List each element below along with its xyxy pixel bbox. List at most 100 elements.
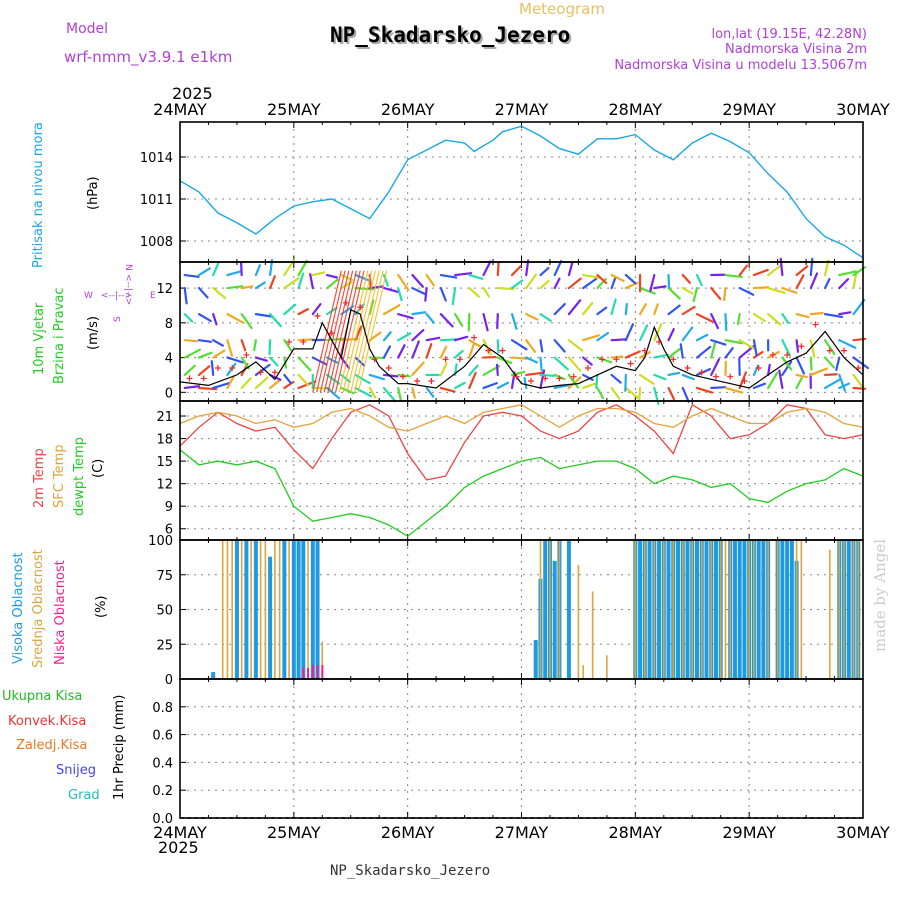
bottom-date-labels: 24MAY 25MAY 26MAY 27MAY 28MAY 29MAY 30MAY: [153, 823, 890, 842]
credit: made by Angel: [871, 539, 889, 652]
wind-streak: [319, 270, 350, 393]
gust-marker: [556, 375, 563, 382]
cloud-title1: Visoka Oblacnost: [11, 552, 26, 664]
wind-arrow: [823, 356, 835, 369]
wind-arrow: [468, 364, 479, 377]
wind-arrow: [582, 373, 594, 381]
wind-arrow: [582, 301, 594, 316]
wind-arrow: [724, 386, 744, 394]
wind-arrow: [495, 363, 499, 377]
wind-arrow: [311, 303, 322, 316]
wind-arrow: [781, 313, 790, 325]
wind-arrow: [382, 286, 399, 293]
wind-arrow: [539, 266, 550, 277]
wind-arrow: [482, 313, 489, 332]
wind-streak: [346, 270, 376, 393]
wind-arrow: [667, 371, 681, 377]
mid-cloud-bar: [838, 540, 841, 679]
wind-arrow: [638, 303, 647, 316]
wind-arrow: [695, 273, 703, 287]
mid-cloud-bar: [264, 540, 267, 679]
precip-legend-frz: Zaledj.Kisa: [16, 738, 87, 753]
high-cloud-bar: [244, 540, 249, 679]
mid-cloud-bar: [278, 540, 281, 679]
wind-arrow: [269, 356, 279, 367]
high-cloud-bar: [282, 540, 287, 679]
y-tick-label: 0.6: [152, 729, 173, 744]
top-date-label: 30MAY: [836, 100, 890, 119]
gust-marker: [570, 373, 577, 380]
gust-marker: [684, 364, 691, 371]
wind-arrow: [197, 286, 209, 299]
bottom-date-label: 29MAY: [722, 823, 776, 842]
wind-arrow: [539, 313, 552, 322]
wind-arrow: [212, 349, 226, 359]
wind-arrow: [468, 286, 480, 298]
wind-arrow: [795, 313, 810, 319]
wind-arrow: [197, 339, 213, 343]
mid-cloud-bar: [852, 540, 855, 679]
wind-arrow: [582, 273, 601, 279]
wind-arrow: [539, 279, 550, 290]
wind-arrow: [496, 286, 515, 291]
wind-arrow: [240, 339, 247, 352]
low-cloud-bar: [311, 665, 314, 679]
wind-arrow: [738, 339, 756, 350]
mid-cloud-bar: [577, 565, 580, 679]
wind-arrow: [525, 313, 539, 321]
wind-arrow: [468, 339, 482, 348]
gust-marker: [855, 364, 862, 371]
wind-arrow: [823, 259, 830, 277]
wind-arrow: [553, 260, 563, 277]
wind-arrow: [482, 260, 492, 277]
mid-cloud-bar: [644, 540, 646, 679]
wind-arrow: [453, 335, 469, 342]
temp-unit: (C): [91, 459, 106, 478]
gust-marker: [428, 378, 435, 385]
low-cloud-bar: [321, 665, 324, 679]
y-tick-label: 0.4: [152, 756, 173, 771]
wind-arrow: [695, 313, 714, 323]
wind-arrow: [610, 298, 617, 316]
wind-arrow: [539, 339, 544, 353]
mid-cloud-bar: [681, 540, 684, 679]
wind-arrow: [368, 331, 382, 342]
wind-arrow: [649, 273, 656, 292]
wind-arrow: [596, 306, 608, 316]
wind-arrow: [539, 373, 556, 377]
top-date-label: 27MAY: [495, 100, 549, 119]
wind-arrow: [638, 386, 642, 402]
wind-arrow: [823, 277, 831, 290]
mid-cloud-bar: [691, 540, 694, 679]
wind-arrow: [681, 305, 696, 316]
wind-arrow: [411, 328, 425, 342]
wind-arrow: [382, 331, 392, 342]
wind-arrow: [596, 386, 605, 400]
high-cloud-bar: [761, 540, 766, 679]
gust-marker: [257, 369, 264, 376]
mid-cloud-bar: [549, 540, 551, 679]
compass-n: N: [123, 264, 133, 271]
wind-arrow: [653, 323, 663, 342]
wind-arrow: [752, 286, 770, 290]
wind-arrow: [710, 340, 717, 359]
wind-arrow: [667, 328, 675, 342]
gust-marker: [200, 375, 207, 382]
wind-arrow: [183, 313, 194, 323]
cloud-title2: Srednja Oblacnost: [31, 549, 46, 668]
wind-streak: [342, 270, 373, 393]
y-tick-label: 0.0: [152, 812, 173, 827]
low-cloud-bar: [302, 667, 305, 679]
top-date-label: 29MAY: [722, 100, 776, 119]
high-cloud-bar: [676, 540, 681, 679]
wind-arrow: [439, 273, 458, 279]
wind-arrow: [710, 313, 720, 330]
wind-arrow: [212, 286, 227, 300]
wind-arrow: [197, 313, 212, 323]
wind-arrow: [781, 360, 793, 377]
wind-arrow: [226, 356, 244, 364]
wind-arrow: [453, 313, 464, 327]
wind-arrow: [254, 264, 261, 277]
high-cloud-bar: [291, 540, 296, 679]
wind-arrow: [781, 339, 791, 357]
